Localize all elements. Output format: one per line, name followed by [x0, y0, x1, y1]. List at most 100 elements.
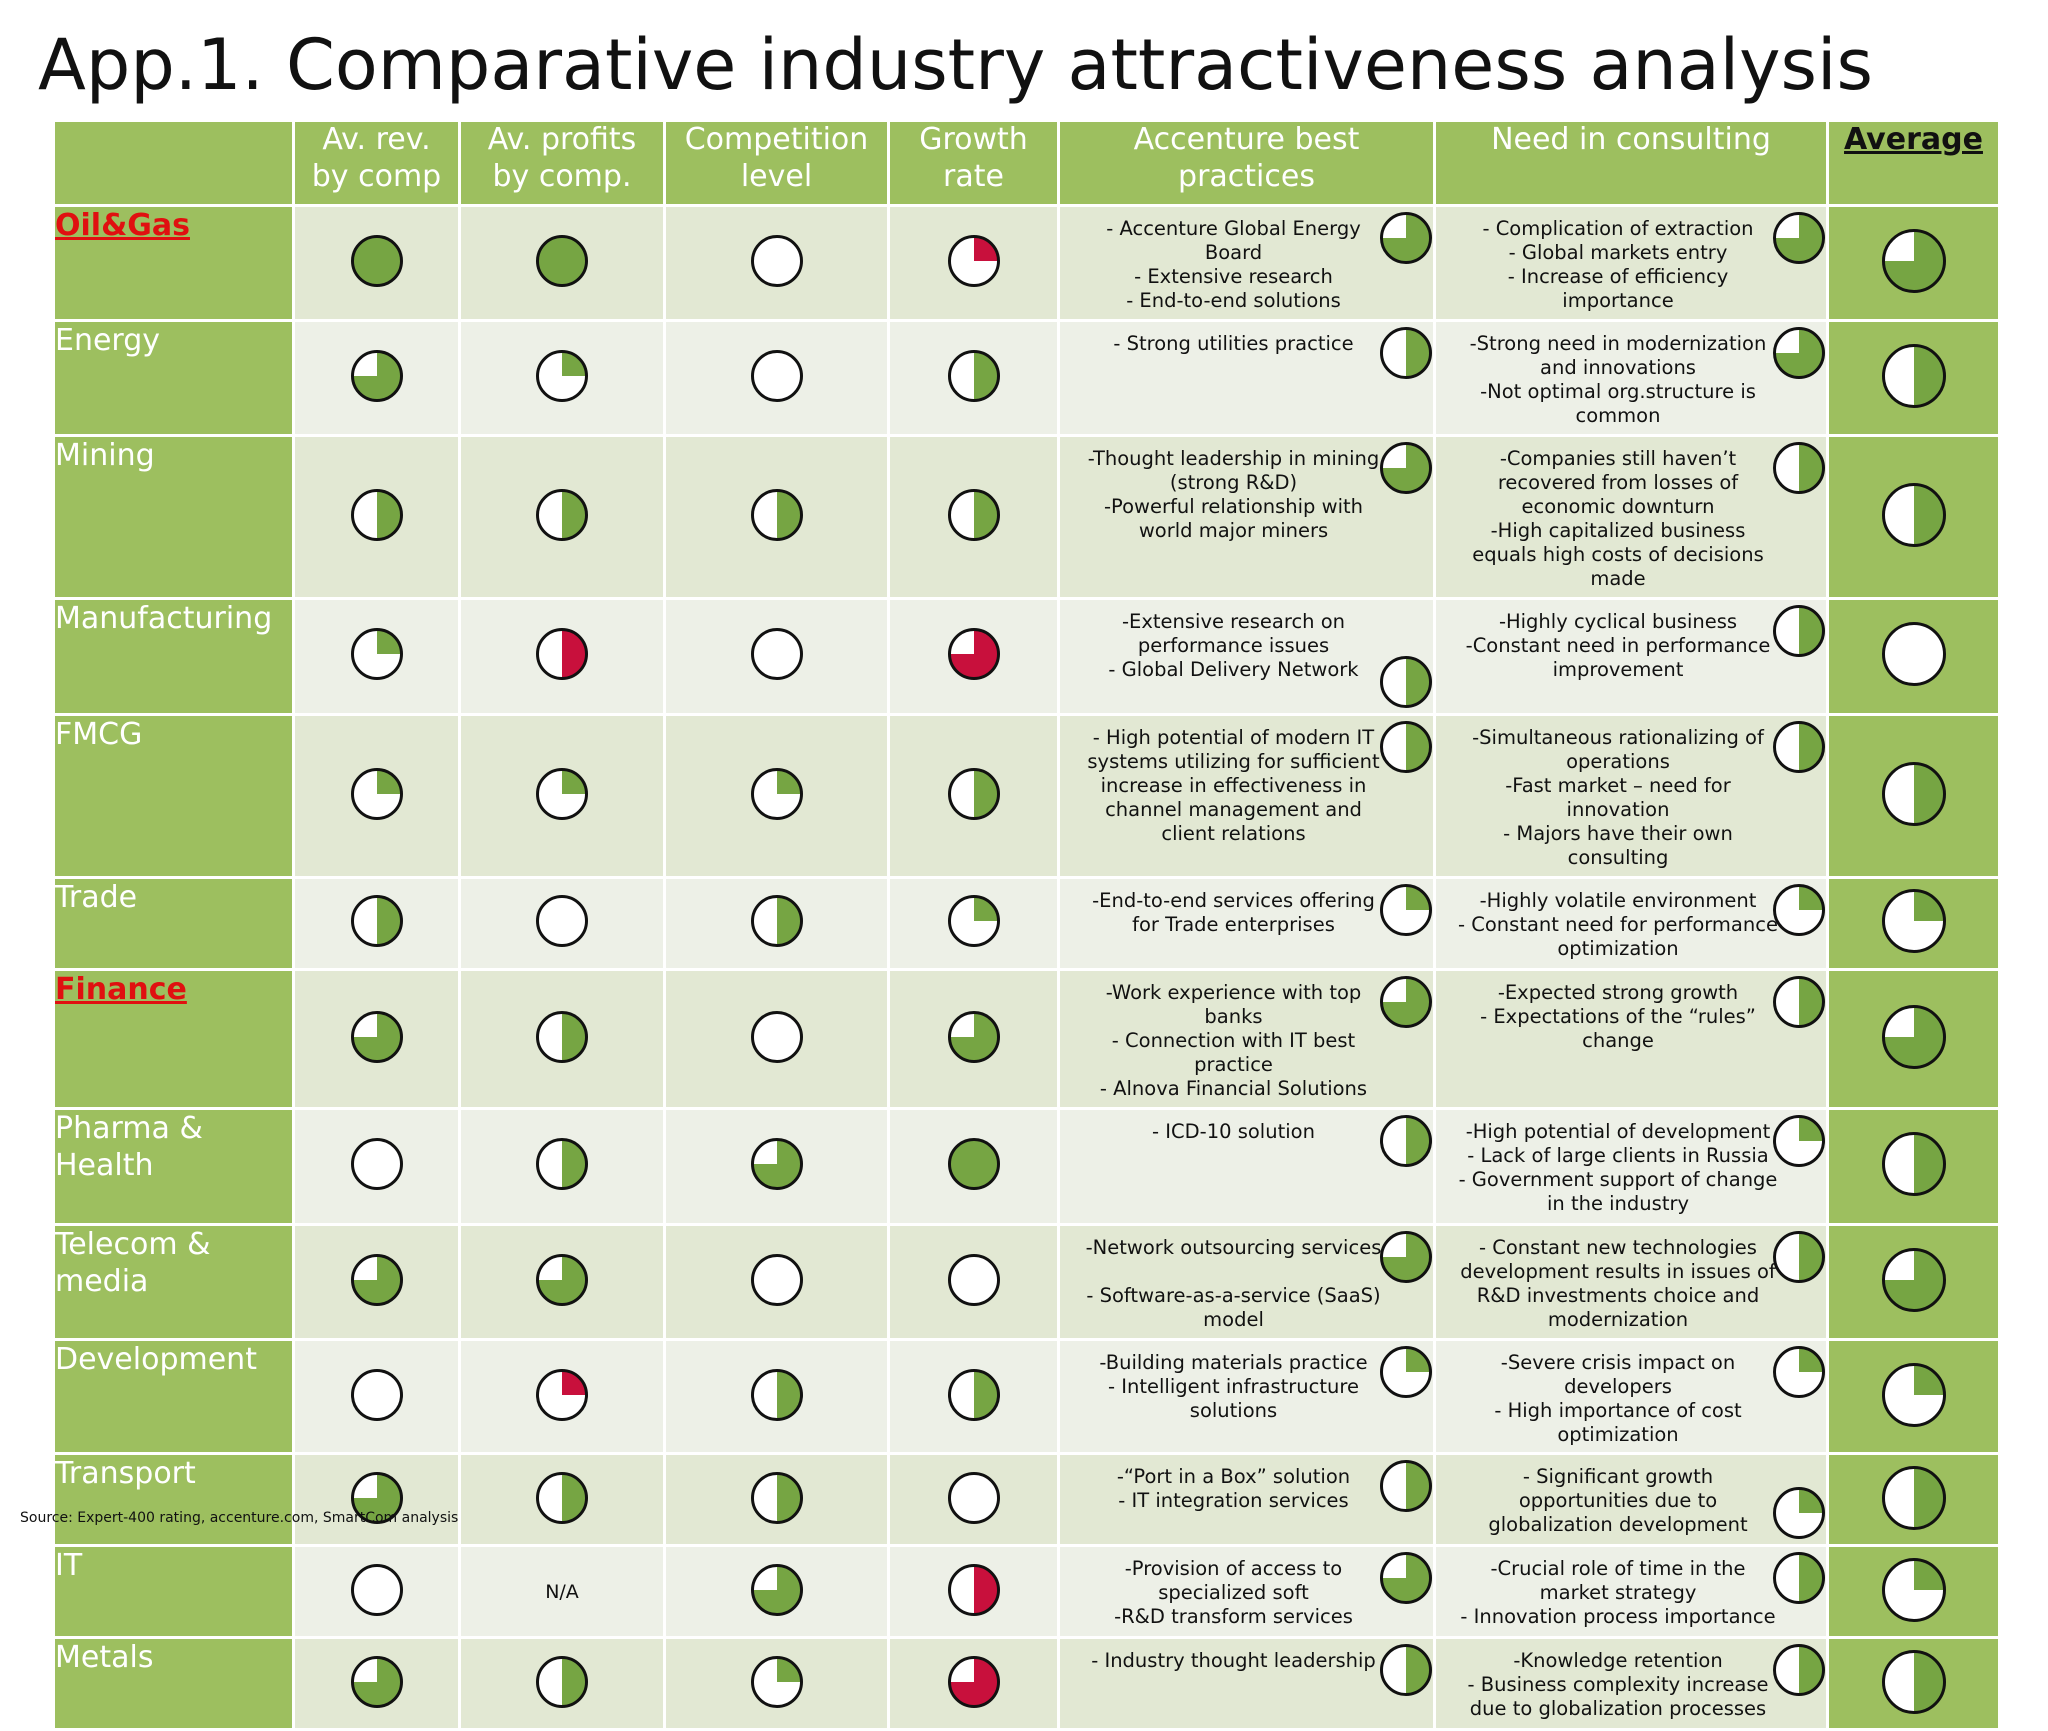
growth-cell — [887, 712, 1060, 879]
competition-harvey-ball — [750, 895, 803, 948]
best-practices-cell: - Accenture Global Energy Board - Extens… — [1057, 204, 1436, 322]
growth-harvey-ball — [947, 488, 1000, 541]
average-cell — [1826, 1222, 2001, 1341]
profit-harvey-ball — [536, 628, 588, 681]
best-practices-ball-wrap — [1379, 1643, 1432, 1697]
best-practices-harvey-ball — [1380, 655, 1432, 708]
competition-cell — [663, 1452, 890, 1548]
growth-cell — [887, 318, 1060, 437]
not-available-label: N/A — [545, 1580, 579, 1603]
header-industry — [52, 119, 295, 207]
need-consulting-text: - Complication of extraction - Global ma… — [1482, 217, 1754, 312]
need-consulting-text: -Knowledge retention - Business complexi… — [1467, 1649, 1769, 1721]
table-row: Manufacturing -Extensive research on perf… — [52, 596, 2001, 716]
profit-harvey-ball — [536, 1368, 588, 1421]
best-practices-text: -Thought leadership in mining (strong R&… — [1087, 446, 1380, 542]
competition-harvey-ball — [750, 1563, 803, 1616]
rev-harvey-ball — [350, 1471, 403, 1524]
need-consulting-ball-wrap — [1772, 1230, 1825, 1284]
profit-cell — [458, 967, 666, 1110]
average-harvey-ball — [1881, 1132, 1946, 1197]
growth-cell — [887, 1222, 1060, 1341]
need-consulting-ball-wrap — [1772, 1643, 1825, 1697]
profit-harvey-ball — [536, 895, 588, 948]
table-row: Finance -Work experience with top banks -… — [52, 967, 2001, 1110]
need-consulting-ball-wrap — [1772, 1114, 1825, 1168]
rev-cell — [292, 1452, 461, 1548]
profit-cell — [458, 1452, 666, 1548]
table-row: Telecom & media -Network outsourcing serv… — [52, 1222, 2001, 1341]
growth-cell — [887, 1337, 1060, 1456]
need-consulting-cell: -Companies still haven’t recovered from … — [1433, 433, 1829, 600]
average-cell — [1826, 204, 2001, 322]
rev-harvey-ball — [350, 1655, 403, 1708]
competition-harvey-ball — [750, 1138, 803, 1191]
industry-name: Metals — [52, 1636, 295, 1731]
growth-harvey-ball — [947, 628, 1000, 681]
need-consulting-harvey-ball — [1773, 326, 1825, 379]
need-consulting-text: - Constant new technologies development … — [1460, 1235, 1776, 1331]
table-row: Trade -End-to-end services offering for T… — [52, 875, 2001, 971]
competition-harvey-ball — [750, 488, 803, 541]
need-consulting-ball-wrap — [1772, 604, 1825, 658]
need-consulting-harvey-ball — [1773, 1644, 1825, 1697]
header-average: Average — [1826, 119, 2001, 207]
rev-harvey-ball — [350, 767, 403, 820]
best-practices-cell: -Provision of access to specialized soft… — [1057, 1544, 1436, 1640]
table-body: Oil&Gas - Accenture Global Energy Board -… — [52, 204, 2001, 1731]
competition-harvey-ball — [750, 349, 803, 402]
need-consulting-cell: -Severe crisis impact on developers - Hi… — [1433, 1337, 1829, 1456]
growth-cell — [887, 1106, 1060, 1226]
rev-cell — [292, 1544, 461, 1640]
industry-name: Mining — [52, 433, 295, 600]
growth-harvey-ball — [947, 767, 1000, 820]
rev-cell — [292, 204, 461, 322]
rev-cell — [292, 1636, 461, 1731]
best-practices-ball-wrap — [1379, 211, 1432, 265]
competition-cell — [663, 1222, 890, 1341]
rev-cell — [292, 1222, 461, 1341]
growth-cell — [887, 875, 1060, 971]
average-cell — [1826, 1106, 2001, 1226]
average-cell — [1826, 1452, 2001, 1548]
need-consulting-cell: - Complication of extraction - Global ma… — [1433, 204, 1829, 322]
growth-harvey-ball — [947, 234, 1000, 287]
header-average-label: Average — [1844, 122, 1983, 158]
profit-cell — [458, 1337, 666, 1456]
header-growth: Growth rate — [887, 119, 1060, 207]
rev-harvey-ball — [350, 1563, 403, 1616]
growth-cell — [887, 967, 1060, 1110]
table-row: Mining -Thought leadership in mining (str… — [52, 433, 2001, 600]
average-harvey-ball — [1881, 343, 1946, 408]
table-row: Transport -“Port in a Box” solution - IT … — [52, 1452, 2001, 1548]
average-harvey-ball — [1881, 1557, 1946, 1622]
best-practices-harvey-ball — [1380, 975, 1432, 1028]
need-consulting-harvey-ball — [1773, 720, 1825, 773]
need-consulting-text: -Companies still haven’t recovered from … — [1472, 446, 1764, 590]
need-consulting-harvey-ball — [1773, 1230, 1825, 1283]
average-harvey-ball — [1881, 622, 1946, 687]
competition-cell — [663, 875, 890, 971]
best-practices-ball-wrap — [1379, 883, 1432, 937]
table-row: FMCG - High potential of modern IT system… — [52, 712, 2001, 879]
best-practices-ball-wrap — [1379, 1230, 1432, 1284]
best-practices-ball-wrap — [1379, 720, 1432, 774]
best-practices-text: -Network outsourcing services - Software… — [1085, 1235, 1382, 1331]
industry-name: Finance — [52, 967, 295, 1110]
industry-name: Energy — [52, 318, 295, 437]
competition-cell — [663, 1544, 890, 1640]
best-practices-cell: - Strong utilities practice — [1057, 318, 1436, 437]
growth-harvey-ball — [947, 1010, 1000, 1063]
need-consulting-cell: -Knowledge retention - Business complexi… — [1433, 1636, 1829, 1731]
average-cell — [1826, 1337, 2001, 1456]
average-cell — [1826, 433, 2001, 600]
average-cell — [1826, 712, 2001, 879]
best-practices-cell: -Extensive research on performance issue… — [1057, 596, 1436, 716]
competition-harvey-ball — [750, 1471, 803, 1524]
header-av-profits: Av. profits by comp. — [458, 119, 666, 207]
competition-harvey-ball — [750, 1368, 803, 1421]
need-consulting-ball-wrap — [1772, 326, 1825, 380]
best-practices-cell: - Industry thought leadership — [1057, 1636, 1436, 1731]
best-practices-harvey-ball — [1380, 720, 1432, 773]
table-row: Pharma & Health - ICD-10 solution -High po… — [52, 1106, 2001, 1226]
